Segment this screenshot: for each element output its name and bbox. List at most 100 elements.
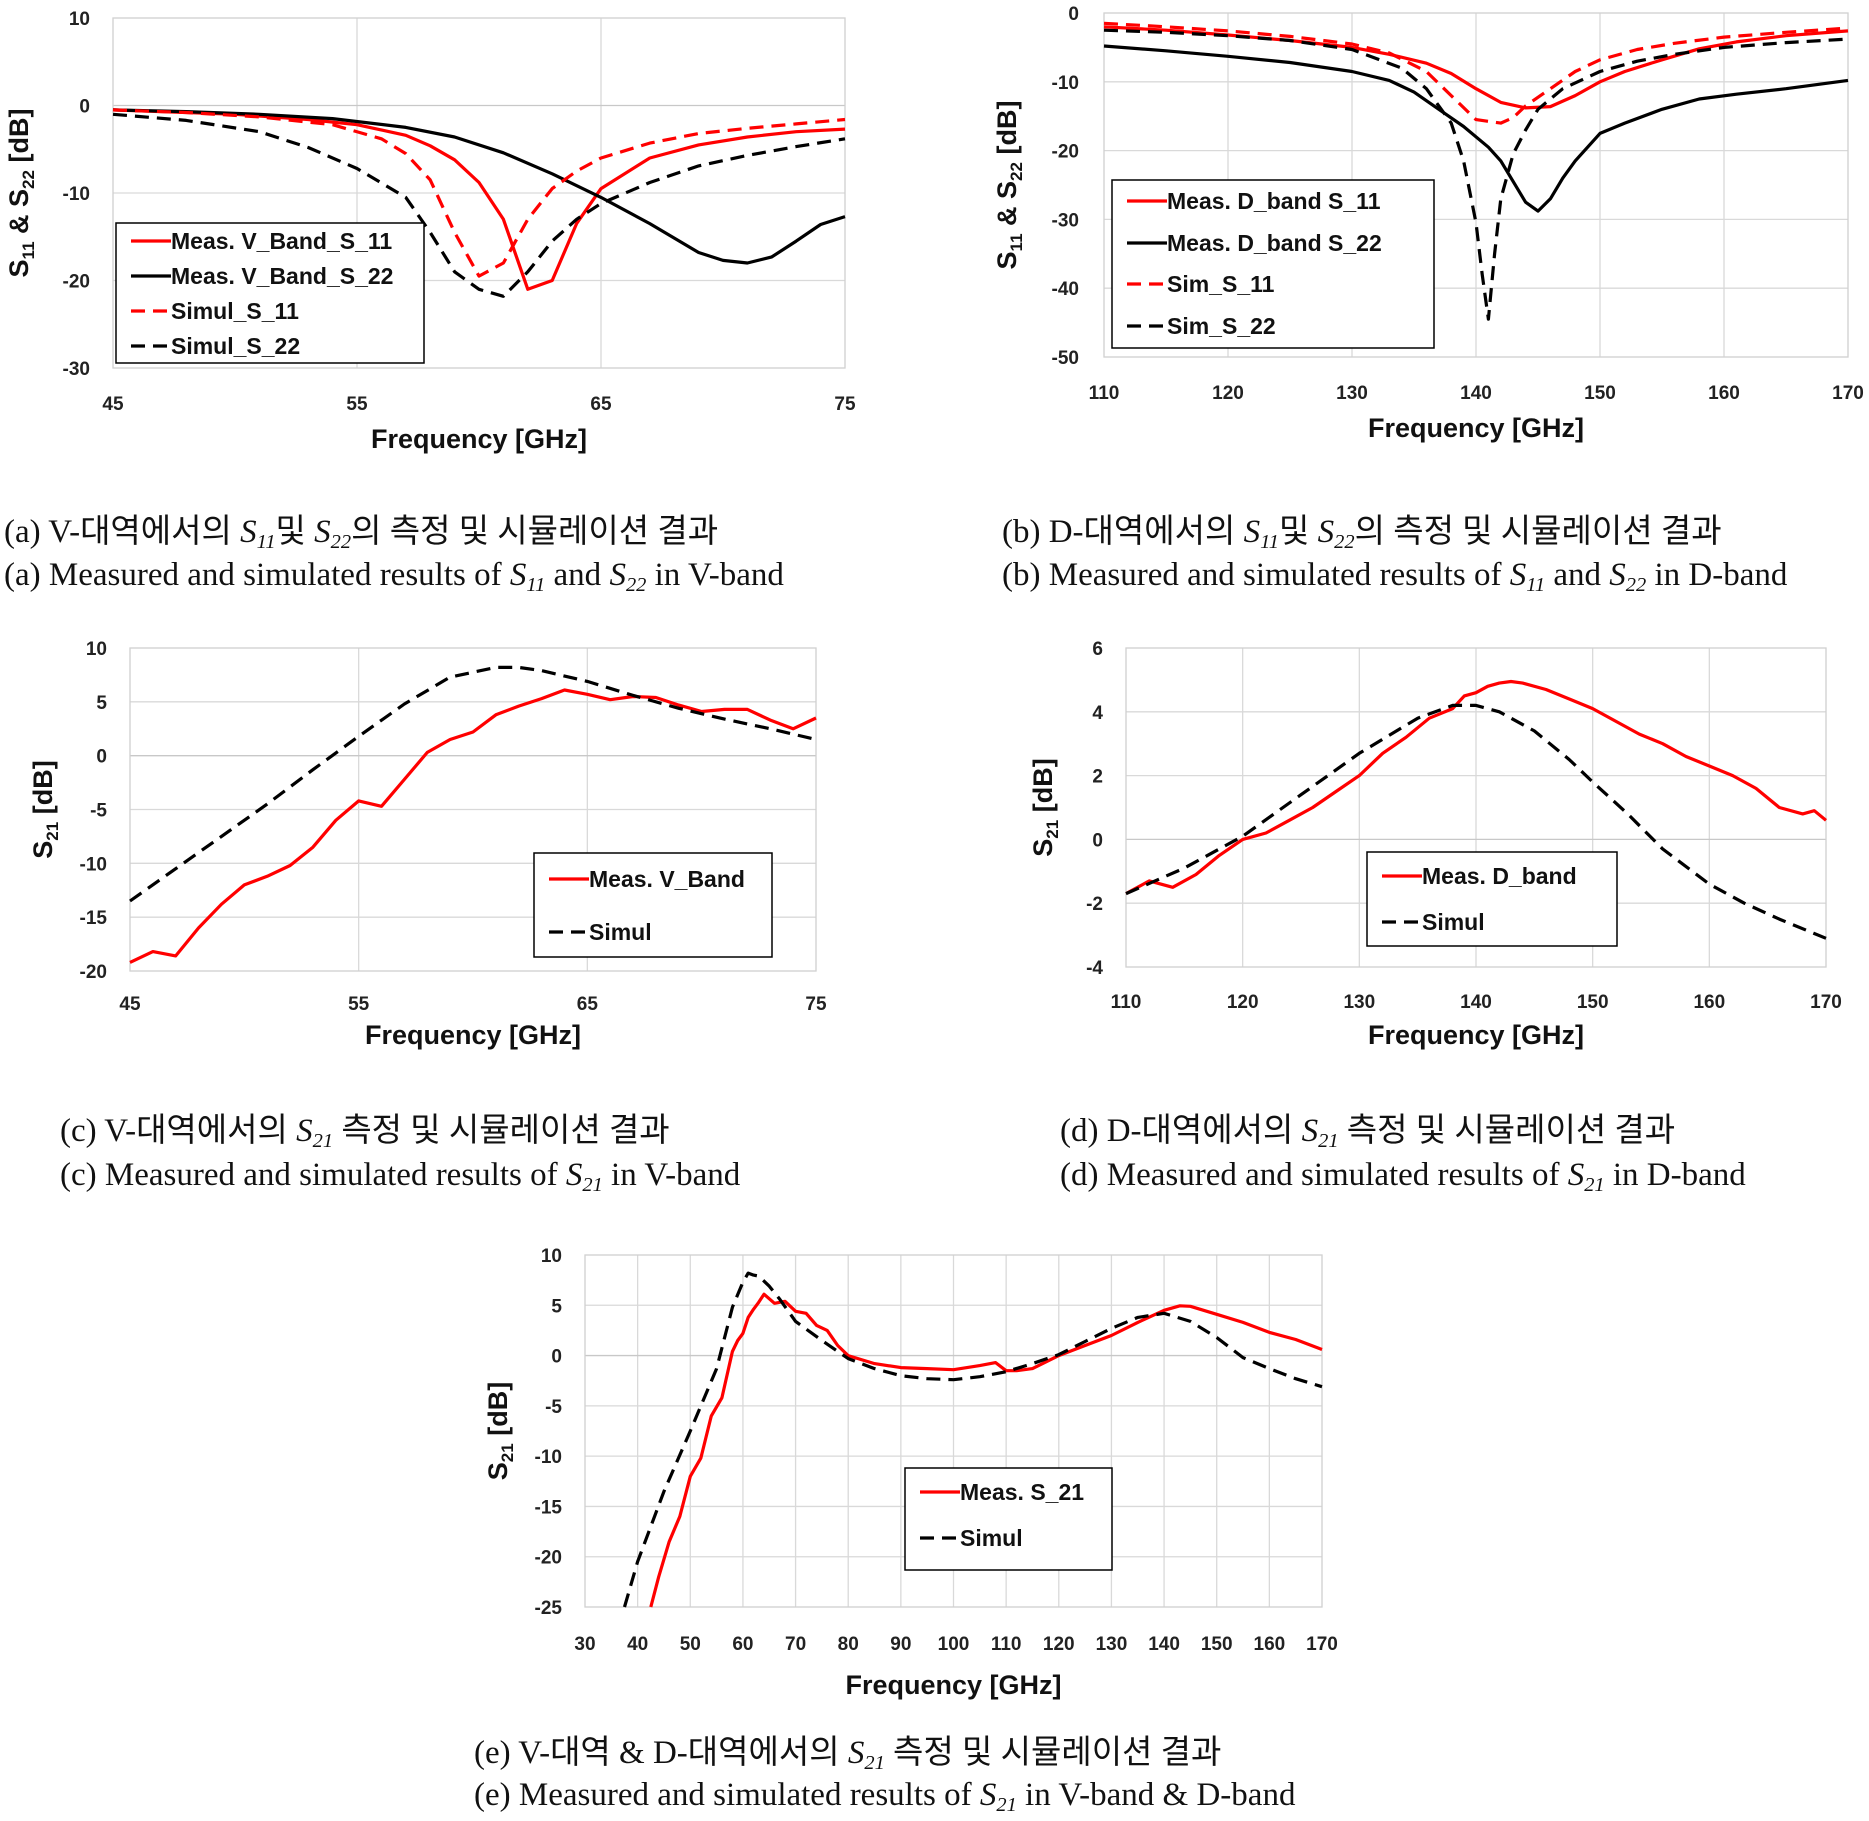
y-axis-title: S21 [dB]	[28, 760, 62, 858]
x-tick-label: 120	[1043, 1634, 1075, 1655]
y-tick-label: 10	[86, 639, 107, 660]
x-tick-label: 55	[348, 994, 370, 1015]
x-tick-label: 65	[577, 994, 599, 1015]
y-tick-label: -25	[535, 1598, 563, 1619]
y-tick-label: -30	[1052, 210, 1079, 231]
y-axis-title-part: S	[4, 259, 34, 277]
plot-area-frame	[584, 1254, 1323, 1608]
y-tick-label: 0	[79, 97, 90, 118]
y-axis-title-part: [dB]	[28, 760, 58, 821]
x-tick-label: 30	[574, 1634, 595, 1655]
y-axis-title-part: & S	[992, 181, 1022, 234]
series-line-meas-v-band-s-22	[112, 108, 846, 265]
legend-label: Simul	[589, 919, 652, 945]
legend-label: Simul	[960, 1525, 1023, 1551]
y-tick-label: -10	[63, 184, 90, 205]
x-tick-label: 160	[1254, 1634, 1286, 1655]
x-tick-label: 100	[938, 1634, 970, 1655]
y-tick-label: 0	[1068, 4, 1079, 25]
y-axis-title-subscript: 11	[19, 241, 38, 259]
chart-e-s21-vband-dband: 30 40 50 60 70 80 90 100 110 120 130 140 150 160 170-2…	[483, 1246, 1338, 1700]
y-axis-title-part: S	[483, 1462, 513, 1480]
y-tick-label: 5	[96, 693, 107, 714]
legend-label: Meas. V_Band	[589, 866, 745, 892]
y-tick-label: -30	[63, 359, 90, 380]
caption-a-english: (a) Measured and simulated results of S1…	[4, 557, 784, 597]
y-axis-title: S21 [dB]	[483, 1382, 517, 1480]
series-line-meas-d-band-s-22	[1103, 44, 1849, 213]
legend-label: Meas. D_band	[1422, 863, 1577, 889]
plot-area-frame	[1125, 647, 1827, 968]
legend-label: Simul	[1422, 909, 1485, 935]
plot-area-frame	[1103, 12, 1849, 358]
x-tick-label: 75	[834, 394, 856, 415]
y-tick-label: -10	[535, 1447, 562, 1468]
x-tick-label: 40	[627, 1634, 648, 1655]
y-axis-title-part: [dB]	[1028, 758, 1058, 819]
x-tick-label: 45	[102, 394, 124, 415]
series-line-simul	[1125, 703, 1827, 940]
y-axis-title: S11 & S22 [dB]	[992, 101, 1026, 270]
x-tick-label: 160	[1693, 992, 1725, 1013]
caption-d-english: (d) Measured and simulated results of S2…	[1060, 1157, 1746, 1197]
series-line-meas-d-band	[1125, 679, 1828, 896]
x-tick-label: 120	[1212, 383, 1244, 404]
caption-b-korean: (b) D-대역에서의 S11및 S22의 측정 및 시뮬레이션 결과	[1002, 514, 1722, 554]
y-tick-label: 10	[69, 9, 90, 30]
series-line-sim-s-22	[1103, 28, 1849, 321]
y-axis-title: S21 [dB]	[1028, 758, 1062, 856]
chart-c-s21-vband: 45 55 65 75 -20 -15 -10 -5 0 5 10 Frequency [GHz] S2…	[28, 639, 827, 1050]
y-axis-title: S11 & S22 [dB]	[4, 109, 38, 278]
x-tick-label: 150	[1584, 383, 1616, 404]
x-tick-label: 70	[785, 1634, 806, 1655]
y-tick-label: -10	[1052, 73, 1079, 94]
y-tick-label: -20	[63, 272, 90, 293]
series-line-meas-v-band	[129, 688, 817, 964]
x-tick-label: 90	[890, 1634, 911, 1655]
legend-label: Meas. S_21	[960, 1479, 1084, 1505]
x-tick-label: 160	[1708, 383, 1740, 404]
x-axis-title: Frequency [GHz]	[365, 1020, 581, 1050]
x-tick-label: 75	[805, 994, 827, 1015]
y-tick-label: -5	[90, 801, 107, 822]
y-tick-label: -15	[80, 908, 108, 929]
legend-label: Meas. D_band S_11	[1167, 188, 1381, 214]
chart-a-s11-s22-vband: 45 55 65 75 -30 -20 -10 0 10 Frequency [GHz] S11 &…	[4, 9, 856, 454]
series-line-simul	[129, 665, 817, 903]
x-tick-label: 140	[1460, 992, 1492, 1013]
caption-d-korean: (d) D-대역에서의 S21 측정 및 시뮬레이션 결과	[1060, 1113, 1676, 1153]
y-tick-label: 10	[541, 1246, 562, 1267]
legend-label: Meas. D_band S_22	[1167, 230, 1382, 256]
x-tick-label: 45	[119, 994, 141, 1015]
y-tick-label: 4	[1092, 703, 1103, 724]
x-axis-title: Frequency [GHz]	[845, 1670, 1061, 1700]
legend-box	[1366, 851, 1618, 947]
x-tick-label: 110	[991, 1634, 1022, 1655]
y-tick-label: 0	[551, 1347, 562, 1368]
series-line-simul-s-11	[112, 108, 846, 278]
caption-b-english: (b) Measured and simulated results of S1…	[1002, 557, 1788, 597]
y-tick-label: -4	[1086, 958, 1103, 979]
x-tick-label: 55	[346, 394, 368, 415]
y-axis-title-subscript: 22	[1007, 162, 1026, 181]
x-tick-label: 50	[680, 1634, 701, 1655]
series-line-meas-v-band-s-11	[112, 108, 846, 291]
legend-label: Meas. V_Band_S_22	[171, 263, 393, 289]
x-tick-label: 65	[590, 394, 612, 415]
caption-e-english: (e) Measured and simulated results of S2…	[474, 1777, 1296, 1817]
y-tick-label: -20	[535, 1548, 562, 1569]
chart-d-s21-dband: 110 120 130 140 150 160 170 -4 -2 0 2 4 6 Frequency […	[1028, 639, 1842, 1050]
y-axis-title-subscript: 21	[498, 1443, 517, 1462]
chart-b-s11-s22-dband: 110 120 130 140 150 160 170 -50 -40 -30 -20 -10 0 Fre…	[992, 4, 1864, 443]
y-axis-title-subscript: 21	[43, 822, 62, 841]
plot-area-frame	[112, 17, 846, 369]
x-tick-label: 150	[1577, 992, 1609, 1013]
series-line-sim-s-11	[1103, 21, 1849, 125]
y-tick-label: -40	[1052, 279, 1079, 300]
legend-label: Simul_S_11	[171, 298, 299, 324]
legend-box	[904, 1467, 1113, 1571]
legend-box	[1111, 179, 1435, 349]
legend-label: Sim_S_22	[1167, 313, 1276, 339]
series-line-simul-s-22	[112, 112, 846, 298]
